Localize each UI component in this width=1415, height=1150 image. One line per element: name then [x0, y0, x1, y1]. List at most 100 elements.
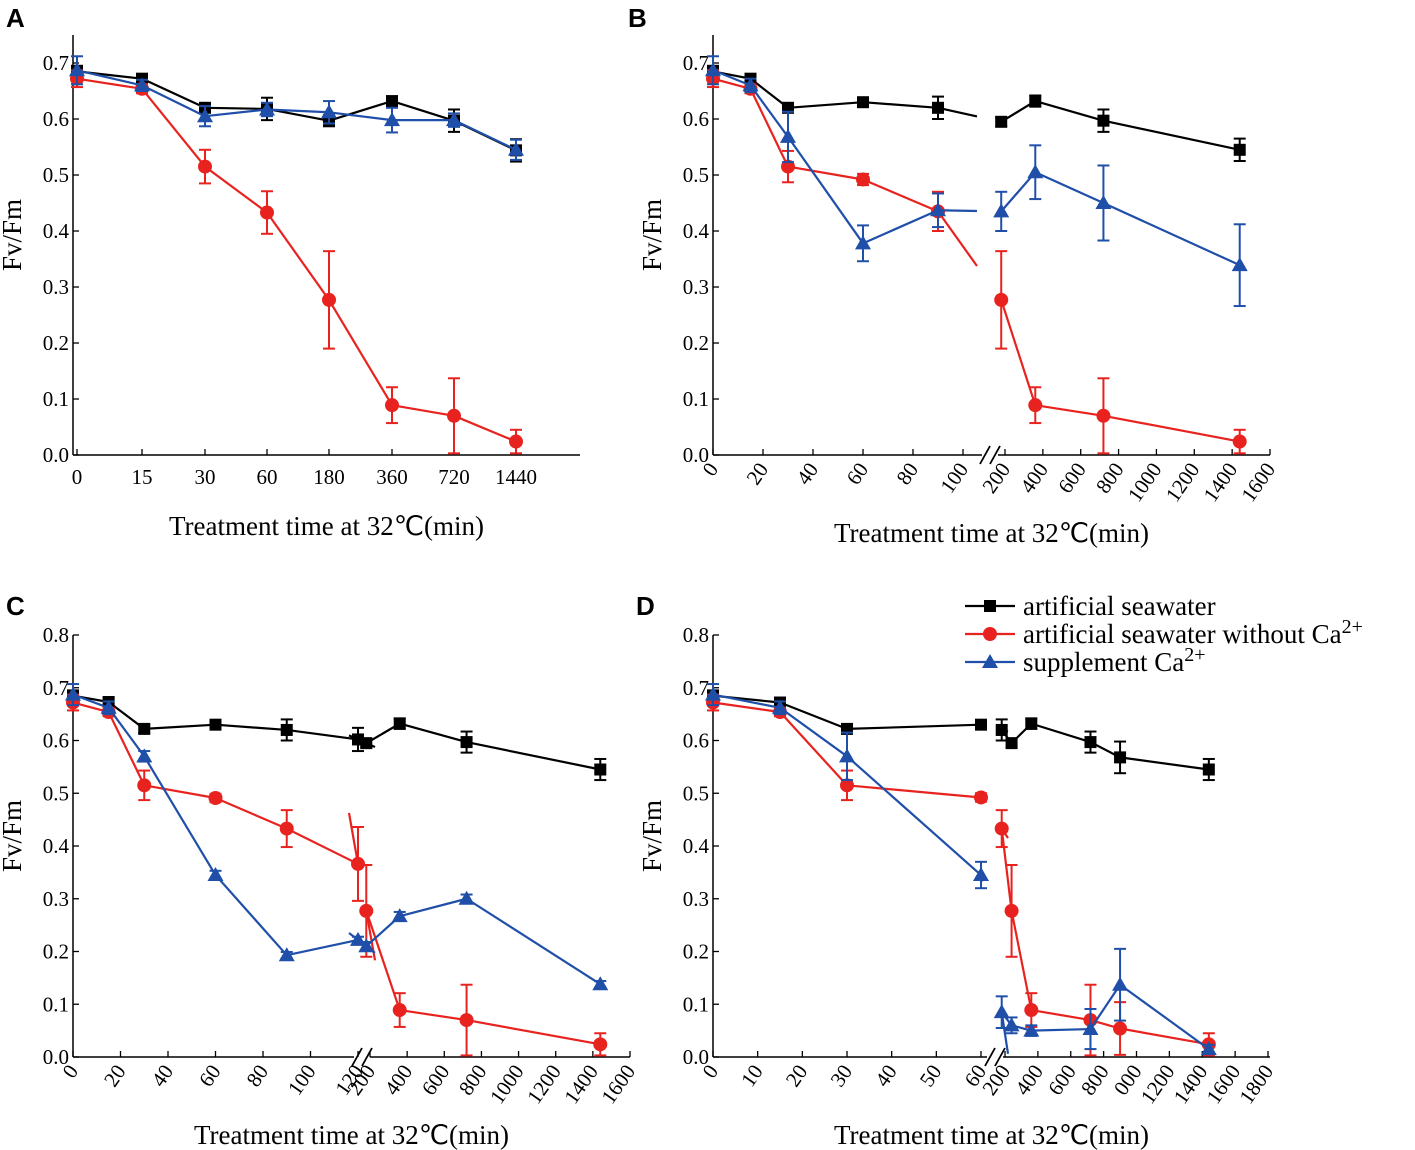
- series-line: [779, 706, 848, 758]
- series-supplement-ca: [705, 683, 1217, 1056]
- x-tick-label: 10: [736, 1060, 768, 1091]
- data-point: [857, 96, 869, 109]
- series-line: [712, 701, 781, 714]
- data-point: [1232, 434, 1247, 449]
- data-point: [458, 890, 475, 905]
- data-point: [594, 763, 607, 776]
- data-point: [393, 717, 406, 730]
- data-point: [995, 115, 1008, 128]
- data-point: [259, 101, 275, 116]
- y-tick-label: 0.4: [683, 834, 710, 858]
- y-axis-title: Fv/Fm: [637, 800, 667, 872]
- x-tick-label: 80: [241, 1060, 273, 1091]
- series-line: [1119, 1027, 1210, 1046]
- chart-panel-b: B 0.0 0.1 0.2 0.3 0.4 0.5 0.6 0.7 Fv/Fm 0 20 40 60 80 1…: [628, 3, 1280, 548]
- data-point: [278, 947, 295, 962]
- series-line: [1010, 910, 1033, 1011]
- data-point: [1082, 1021, 1099, 1036]
- series-control: [707, 689, 1215, 782]
- data-point: [994, 292, 1009, 307]
- legend-label: artificial seawater: [1023, 591, 1216, 621]
- x-tick-label: 100: [935, 458, 973, 498]
- series-line: [749, 84, 789, 138]
- data-point: [839, 748, 855, 763]
- series-line: [107, 711, 146, 786]
- legend-marker-circle: [983, 627, 997, 641]
- series-line: [365, 910, 401, 1011]
- x-tick-label: 50: [915, 1060, 947, 1091]
- legend-superscript: 2+: [1342, 616, 1363, 638]
- series-line: [787, 136, 864, 244]
- data-point: [1005, 737, 1018, 750]
- data-point: [197, 108, 213, 123]
- x-tick-label: 600: [417, 1060, 455, 1100]
- axis-break-mark: [979, 445, 991, 465]
- data-point: [772, 699, 788, 714]
- data-point: [138, 722, 151, 735]
- series-line: [391, 100, 455, 122]
- data-point: [446, 112, 462, 127]
- series-line: [453, 414, 517, 443]
- data-point: [65, 686, 81, 701]
- series-line: [204, 165, 268, 214]
- x-tick-label: 40: [870, 1060, 902, 1091]
- x-tick-label: 1000: [1123, 458, 1167, 506]
- data-point: [993, 203, 1010, 218]
- series-line: [862, 178, 939, 213]
- series-line: [779, 701, 848, 730]
- data-point: [137, 778, 152, 793]
- series-line: [266, 108, 330, 114]
- x-tick-label: 60: [257, 465, 278, 489]
- x-tick-label: 20: [781, 1060, 813, 1091]
- series-line: [266, 211, 330, 301]
- x-tick-label: 40: [791, 458, 823, 489]
- series-line: [1034, 171, 1104, 205]
- data-point: [322, 292, 336, 307]
- series-line: [328, 100, 393, 122]
- legend-marker-square: [984, 600, 996, 612]
- series-line: [1000, 1011, 1010, 1054]
- x-tick-label: 0: [57, 1060, 83, 1082]
- series-line: [286, 728, 359, 741]
- x-tick-label: 1200: [522, 1060, 566, 1108]
- series-line: [1102, 201, 1241, 267]
- series-no-ca: [66, 693, 608, 1057]
- panel-label: B: [628, 3, 647, 33]
- x-tick-label: 1200: [1136, 1060, 1180, 1108]
- series-line: [749, 77, 789, 109]
- y-tick-label: 0.0: [683, 443, 709, 467]
- data-point: [360, 737, 373, 750]
- series-line: [141, 77, 206, 109]
- y-tick-label: 0.7: [43, 51, 69, 75]
- legend-item: supplement Ca2+: [965, 644, 1206, 677]
- data-point: [351, 856, 365, 871]
- x-tick-label: 60: [841, 458, 873, 489]
- series-line: [1031, 1027, 1091, 1032]
- x-tick-label: 400: [1010, 1060, 1048, 1100]
- y-tick-label: 0.2: [683, 331, 709, 355]
- data-point: [840, 778, 854, 793]
- legend-label: artificial seawater without Ca2+: [1023, 616, 1363, 649]
- data-point: [385, 398, 399, 413]
- y-tick-label: 0.3: [683, 887, 709, 911]
- data-point: [1095, 195, 1112, 209]
- y-tick-label: 0.0: [683, 1045, 709, 1069]
- data-point: [321, 104, 337, 119]
- x-tick-label: 60: [194, 1060, 226, 1091]
- series-line: [937, 210, 978, 267]
- y-tick-label: 0.8: [683, 623, 709, 647]
- data-point: [1027, 164, 1044, 179]
- data-point: [742, 77, 759, 92]
- series-line: [144, 723, 216, 730]
- series-line: [1089, 984, 1121, 1030]
- data-point: [208, 790, 223, 805]
- series-line: [1031, 1008, 1091, 1022]
- series-line: [141, 84, 206, 118]
- y-tick-label: 0.3: [43, 275, 69, 299]
- x-tick-label: 1600: [596, 1060, 640, 1108]
- axis-break-mark: [984, 1047, 996, 1067]
- x-tick-label: 600: [1053, 458, 1091, 498]
- series-line: [399, 897, 467, 918]
- x-tick-label: 1400: [1169, 1060, 1213, 1108]
